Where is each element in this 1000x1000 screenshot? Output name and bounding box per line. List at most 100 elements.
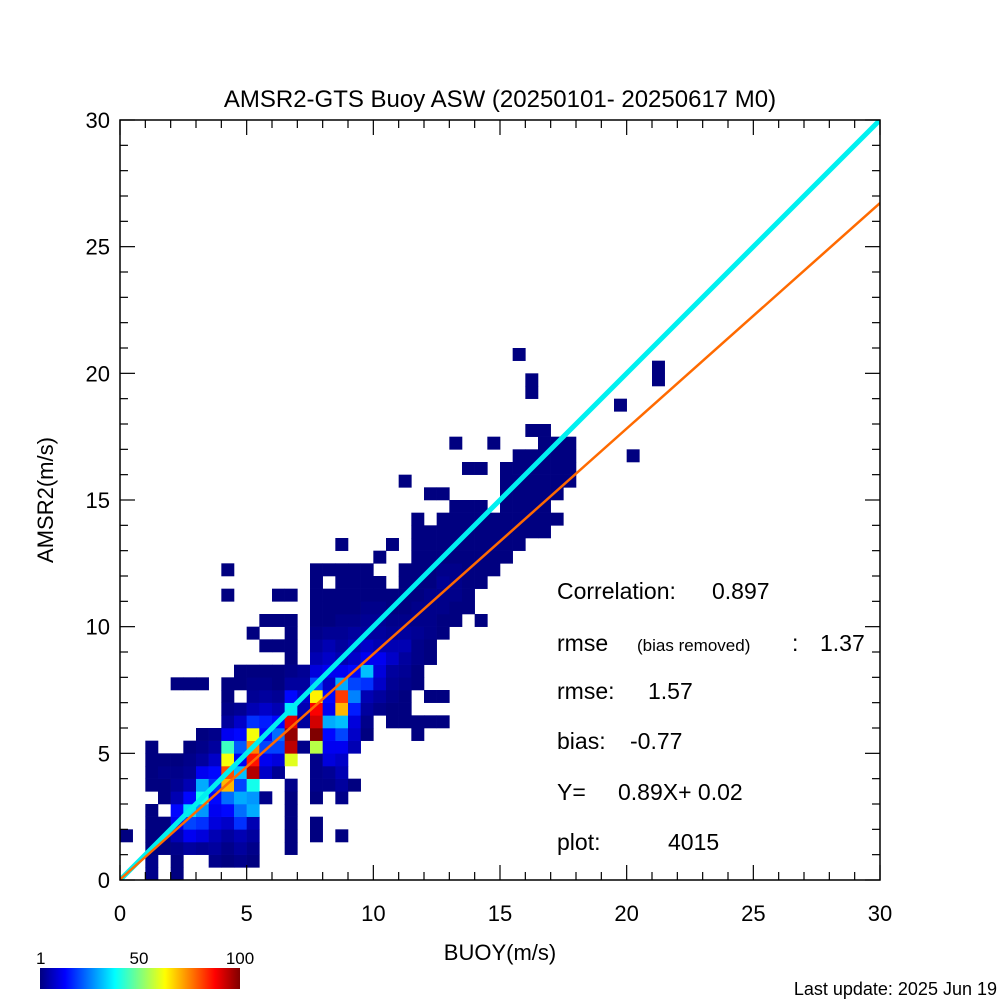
density-bin [487, 550, 501, 564]
density-bin [436, 690, 450, 703]
density-bin [360, 588, 374, 602]
density-bin [284, 791, 298, 805]
density-bin [310, 766, 323, 779]
regression-line [120, 202, 880, 880]
density-bin [208, 740, 222, 754]
density-bin [436, 715, 450, 729]
density-bin [550, 487, 564, 501]
density-bin [310, 728, 323, 741]
density-bin [474, 576, 488, 589]
density-bin [411, 550, 425, 564]
density-bin [158, 778, 171, 792]
density-bin [360, 664, 374, 678]
identity-line [120, 120, 880, 880]
density-bin [550, 462, 564, 475]
density-bin [373, 677, 387, 691]
density-bin [335, 702, 349, 716]
density-bin [120, 829, 133, 843]
density-bin [246, 778, 260, 792]
y-tick-labels: 0 5 10 15 20 25 30 [86, 108, 110, 893]
density-bin [462, 512, 475, 526]
density-bin [297, 677, 311, 691]
density-bin [335, 715, 349, 729]
density-bin [449, 563, 463, 577]
density-bin [335, 538, 349, 551]
density-bin [474, 614, 488, 627]
density-bin [246, 829, 260, 843]
density-bin [500, 512, 513, 526]
density-bin [246, 702, 260, 716]
density-bin [158, 842, 171, 855]
density-bin [386, 538, 399, 551]
density-bin [335, 728, 349, 741]
density-bin [322, 778, 336, 792]
density-bin [246, 804, 260, 817]
density-bin [436, 576, 450, 589]
density-bin [145, 740, 159, 754]
density-bin [183, 677, 197, 691]
density-bin [272, 702, 285, 716]
density-bin [259, 715, 273, 729]
density-bin [272, 588, 285, 602]
density-bin [424, 576, 437, 589]
density-bin [462, 601, 475, 615]
axis-ticks [119, 119, 881, 881]
density-bin [170, 677, 184, 691]
stat-label: rmse [557, 630, 608, 656]
density-bin [411, 525, 425, 539]
density-bin [246, 766, 260, 779]
density-bin [411, 639, 425, 653]
stat-label: rmse: [557, 678, 615, 704]
density-bin [398, 652, 412, 665]
density-bin [335, 563, 349, 577]
density-bin [360, 677, 374, 691]
density-bin [462, 576, 475, 589]
density-bin [221, 702, 235, 716]
density-bin [652, 360, 665, 374]
density-bin [246, 626, 260, 640]
density-bin [398, 715, 412, 729]
density-bin [360, 715, 374, 729]
density-bin [449, 588, 463, 602]
x-tick-label: 25 [741, 901, 765, 926]
density-bin [310, 829, 323, 843]
density-bin [183, 753, 197, 767]
density-bin [259, 639, 273, 653]
density-bin [348, 702, 361, 716]
density-bin [322, 626, 336, 640]
density-bin [272, 677, 285, 691]
density-bin [310, 664, 323, 678]
density-bin [297, 664, 311, 678]
density-bin [335, 664, 349, 678]
density-bin [221, 728, 235, 741]
density-bin [170, 842, 184, 855]
density-bin [436, 525, 450, 539]
density-bin [310, 588, 323, 602]
density-bin [259, 614, 273, 627]
density-bin [284, 842, 298, 855]
density-bin [626, 449, 640, 463]
density-bin [183, 778, 197, 792]
density-bin [284, 740, 298, 754]
density-bin [360, 601, 374, 615]
density-bin [322, 639, 336, 653]
density-bin [538, 512, 551, 526]
density-bin [373, 588, 387, 602]
density-bin [208, 842, 222, 855]
density-bin [183, 766, 197, 779]
density-bin [246, 854, 260, 868]
density-bin [474, 500, 488, 513]
y-tick-label: 5 [98, 741, 110, 766]
density-bin [335, 626, 349, 640]
density-bin [348, 740, 361, 754]
density-bin [563, 462, 577, 475]
density-bin [424, 690, 437, 703]
density-bin [208, 829, 222, 843]
density-bin [335, 639, 349, 653]
density-bin [208, 753, 222, 767]
density-bin [538, 474, 551, 488]
density-bin [221, 690, 235, 703]
density-bin [436, 563, 450, 577]
density-bin [322, 690, 336, 703]
